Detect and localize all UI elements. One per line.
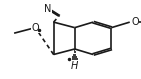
Text: N: N xyxy=(44,4,52,14)
Text: O: O xyxy=(31,23,39,33)
Text: O: O xyxy=(131,17,139,27)
Text: H: H xyxy=(71,61,78,71)
